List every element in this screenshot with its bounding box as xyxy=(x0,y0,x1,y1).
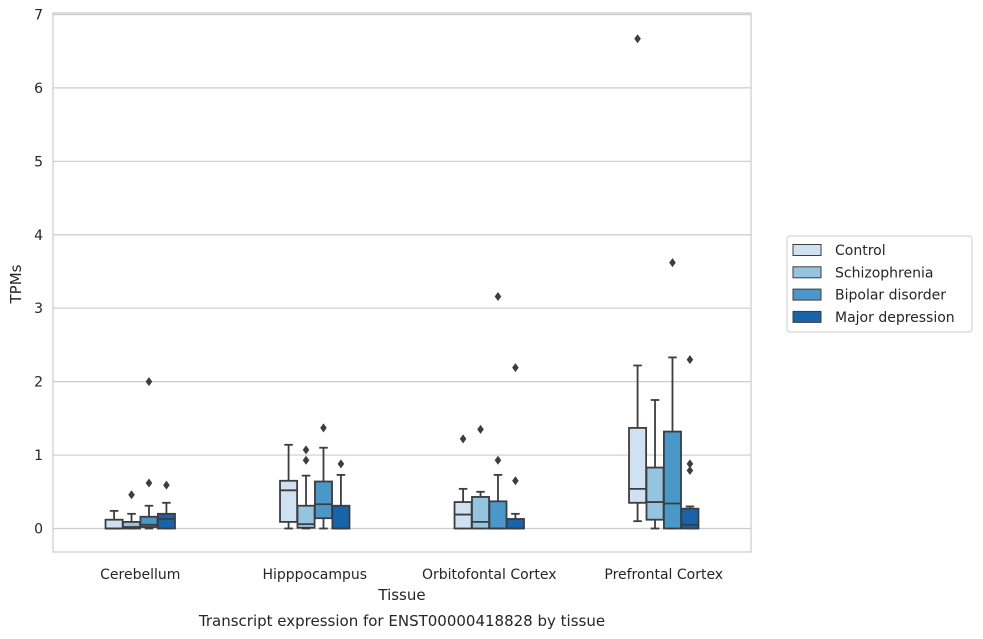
legend-frame xyxy=(786,235,973,333)
box-bipolar-disorder xyxy=(488,291,508,530)
box-major-depression xyxy=(331,459,351,530)
box-body xyxy=(331,504,351,530)
outlier-point xyxy=(686,465,694,475)
box-body xyxy=(628,426,648,504)
legend: Control Schizophrenia Bipolar disorder Majo… xyxy=(786,235,973,333)
outlier-point xyxy=(128,490,135,500)
box-schizophrenia xyxy=(471,424,490,530)
legend-label: Control xyxy=(835,243,886,259)
box-major-depression xyxy=(680,355,700,530)
outlier-point xyxy=(634,34,641,44)
x-tick-label: Hipppocampus xyxy=(262,567,367,583)
y-tick-label: 2 xyxy=(34,375,43,391)
box-major-depression xyxy=(505,363,525,530)
chart-title: Transcript expression for ENST0000041882… xyxy=(198,612,605,630)
x-axis-label: Tissue xyxy=(377,586,425,604)
outlier-point xyxy=(302,445,310,455)
box-major-depression xyxy=(156,480,176,530)
x-tick-labels: Cerebellum Hipppocampus Orbitofontal Corte… xyxy=(100,567,723,583)
box-body xyxy=(104,518,124,530)
box-body xyxy=(279,479,299,523)
box-schizophrenia xyxy=(122,490,141,530)
outlier-point xyxy=(512,363,519,373)
box-bipolar-disorder xyxy=(314,423,333,530)
outlier-point xyxy=(145,377,153,387)
box-body xyxy=(505,518,525,530)
box-schizophrenia xyxy=(296,445,316,530)
legend-swatch xyxy=(792,266,822,279)
box-schizophrenia xyxy=(645,399,665,530)
legend-label: Major depression xyxy=(835,310,955,326)
box-body xyxy=(645,466,665,521)
legend-label: Schizophrenia xyxy=(835,265,933,281)
y-tick-label: 4 xyxy=(34,228,43,244)
box-body xyxy=(156,512,176,530)
box-body xyxy=(663,430,682,530)
x-tick-label: Prefrontal Cortex xyxy=(604,567,723,583)
outlier-point xyxy=(163,480,170,490)
outlier-point xyxy=(477,424,484,434)
y-tick-label: 1 xyxy=(34,448,43,464)
legend-swatch xyxy=(792,310,822,323)
plot-frame xyxy=(52,12,752,553)
outlier-point xyxy=(686,355,694,365)
y-tick-label: 5 xyxy=(34,154,43,170)
y-axis-label: TPMs xyxy=(7,264,25,304)
outlier-point xyxy=(302,455,310,465)
box-control xyxy=(628,34,648,523)
y-tick-label: 6 xyxy=(34,81,43,97)
box-control xyxy=(279,443,299,530)
box-body xyxy=(488,500,508,530)
outlier-point xyxy=(669,258,676,268)
outlier-point xyxy=(320,423,327,433)
y-tick-labels: 0 1 2 3 4 5 6 7 xyxy=(34,7,43,537)
box-control xyxy=(104,509,124,530)
box-bipolar-disorder xyxy=(663,258,682,530)
y-tick-label: 7 xyxy=(34,7,43,23)
x-tick-label: Cerebellum xyxy=(100,567,180,583)
outlier-point xyxy=(337,459,345,469)
outlier-point xyxy=(494,455,502,465)
box-body xyxy=(314,480,333,520)
box-body xyxy=(471,496,490,530)
box-control xyxy=(453,434,473,530)
legend-label: Bipolar disorder xyxy=(835,288,946,304)
outlier-point xyxy=(494,291,502,301)
outlier-point xyxy=(459,434,467,444)
box-body xyxy=(680,507,700,530)
outlier-point xyxy=(686,459,694,469)
grid-lines xyxy=(53,13,751,530)
legend-swatch xyxy=(792,244,822,256)
x-tick-label: Orbitofontal Cortex xyxy=(422,567,557,583)
y-tick-label: 0 xyxy=(34,522,43,538)
boxes xyxy=(104,34,700,530)
y-tick-label: 3 xyxy=(34,301,43,317)
outlier-point xyxy=(145,478,153,488)
outlier-point xyxy=(512,476,519,486)
box-bipolar-disorder xyxy=(139,377,159,530)
legend-swatch xyxy=(792,288,822,301)
